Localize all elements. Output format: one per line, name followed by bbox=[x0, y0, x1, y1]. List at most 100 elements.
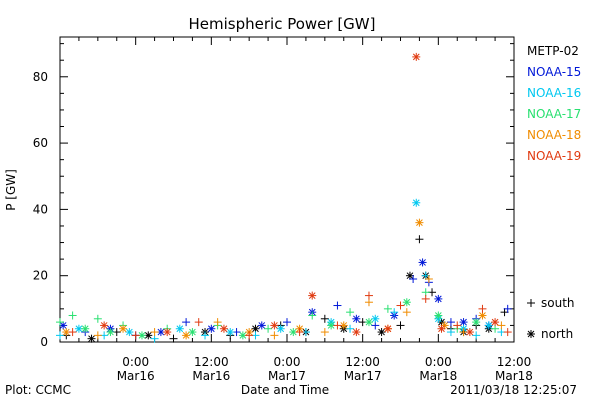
data-point-noaa-19 bbox=[68, 328, 77, 337]
marker-legend: south north bbox=[527, 296, 575, 341]
x-tick-label-time: 0:00 bbox=[425, 355, 452, 369]
data-point-noaa-19 bbox=[465, 328, 474, 337]
data-point-noaa-17 bbox=[364, 318, 373, 327]
data-point-noaa-15 bbox=[503, 304, 512, 313]
data-point-noaa-19 bbox=[295, 328, 304, 337]
data-point-noaa-18 bbox=[497, 321, 506, 330]
data-point-noaa-19 bbox=[270, 321, 279, 330]
y-axis: 0 20 40 60 80 bbox=[33, 43, 514, 349]
data-point-noaa-19 bbox=[421, 294, 430, 303]
data-point-noaa-17 bbox=[56, 318, 64, 327]
data-point-noaa-18 bbox=[415, 218, 424, 227]
x-tick-label-date: Mar16 bbox=[117, 369, 155, 383]
data-point-noaa-19 bbox=[364, 291, 373, 300]
y-tick-label: 60 bbox=[33, 136, 48, 150]
marker-legend-label: north bbox=[541, 327, 573, 341]
series-legend: METP-02 NOAA-15 NOAA-16 NOAA-17 NOAA-18 NOAA-… bbox=[527, 44, 581, 163]
data-point-noaa-16 bbox=[346, 324, 355, 333]
data-point-noaa-16 bbox=[276, 324, 285, 333]
legend-entry: NOAA-19 bbox=[527, 149, 581, 163]
data-point-noaa-17 bbox=[93, 314, 102, 323]
plot-timestamp: 2011/03/18 12:25:07 bbox=[450, 383, 577, 397]
data-point-noaa-15 bbox=[409, 275, 418, 284]
x-tick-label-time: 12:00 bbox=[497, 355, 532, 369]
data-point-noaa-15 bbox=[207, 324, 216, 333]
legend-entry: NOAA-16 bbox=[527, 86, 581, 100]
data-point-noaa-15 bbox=[257, 321, 266, 330]
data-point-noaa-19 bbox=[163, 328, 172, 337]
data-points bbox=[56, 52, 512, 343]
data-point-noaa-19 bbox=[412, 52, 421, 61]
data-point-noaa-15 bbox=[283, 318, 291, 327]
data-point-noaa-19 bbox=[308, 291, 317, 300]
data-point-noaa-17 bbox=[383, 304, 392, 313]
marker-legend-entry: south bbox=[527, 296, 575, 310]
data-point-noaa-18 bbox=[270, 331, 279, 340]
data-point-metp-02 bbox=[396, 321, 405, 330]
data-point-noaa-17 bbox=[106, 328, 115, 337]
data-point-noaa-15 bbox=[434, 294, 443, 303]
plot-border bbox=[59, 36, 515, 343]
data-point-noaa-18 bbox=[93, 331, 102, 340]
x-tick-label-date: Mar16 bbox=[192, 369, 230, 383]
x-tick-label-date: Mar17 bbox=[268, 369, 306, 383]
data-point-metp-02 bbox=[87, 334, 96, 343]
data-point-noaa-17 bbox=[472, 318, 481, 327]
data-point-noaa-15 bbox=[352, 314, 361, 323]
legend-entry: METP-02 bbox=[527, 44, 579, 58]
data-point-noaa-18 bbox=[339, 321, 348, 330]
data-point-noaa-16 bbox=[175, 324, 184, 333]
data-point-noaa-19 bbox=[453, 321, 462, 330]
y-tick-label: 0 bbox=[40, 335, 48, 349]
x-axis: 0:00Mar1612:00Mar160:00Mar1712:00Mar170:… bbox=[59, 37, 533, 383]
data-point-noaa-16 bbox=[201, 331, 210, 340]
data-point-noaa-16 bbox=[446, 328, 455, 337]
data-point-noaa-19 bbox=[437, 324, 446, 333]
x-tick-label-date: Mar18 bbox=[419, 369, 457, 383]
data-point-noaa-15 bbox=[459, 318, 468, 327]
plot-credit: Plot: CCMC bbox=[5, 383, 71, 397]
legend-entry: NOAA-18 bbox=[527, 128, 581, 142]
x-tick-label-time: 12:00 bbox=[345, 355, 380, 369]
data-point-metp-02 bbox=[377, 328, 386, 337]
y-axis-label: P [GW] bbox=[4, 169, 18, 211]
data-point-noaa-16 bbox=[412, 198, 421, 207]
data-point-noaa-16 bbox=[484, 321, 493, 330]
legend-entry: NOAA-17 bbox=[527, 107, 581, 121]
data-point-noaa-17 bbox=[188, 328, 197, 337]
data-point-noaa-19 bbox=[100, 321, 109, 330]
data-point-noaa-16 bbox=[226, 328, 235, 337]
data-point-noaa-17 bbox=[402, 298, 411, 307]
data-point-noaa-16 bbox=[371, 314, 380, 323]
marker-legend-label: south bbox=[541, 296, 575, 310]
x-tick-label-time: 0:00 bbox=[274, 355, 301, 369]
x-axis-label: Date and Time bbox=[241, 383, 329, 397]
marker-legend-entry: north bbox=[527, 327, 573, 341]
data-point-noaa-19 bbox=[503, 328, 512, 337]
data-point-noaa-17 bbox=[81, 324, 90, 333]
chart-title: Hemispheric Power [GW] bbox=[189, 15, 376, 33]
data-point-noaa-17 bbox=[238, 331, 247, 340]
data-point-metp-02 bbox=[415, 235, 424, 244]
data-point-noaa-17 bbox=[264, 324, 273, 333]
data-point-noaa-19 bbox=[194, 318, 203, 327]
plot-frame bbox=[59, 36, 515, 343]
data-point-metp-02 bbox=[169, 334, 178, 343]
data-point-noaa-18 bbox=[150, 328, 159, 337]
data-point-noaa-17 bbox=[434, 311, 443, 320]
data-point-noaa-18 bbox=[213, 318, 222, 327]
data-point-noaa-19 bbox=[396, 301, 405, 310]
data-point-noaa-16 bbox=[390, 308, 399, 317]
data-point-noaa-19 bbox=[219, 324, 228, 333]
x-tick-label-time: 12:00 bbox=[194, 355, 229, 369]
data-point-noaa-19 bbox=[333, 321, 342, 330]
data-point-noaa-18 bbox=[320, 328, 329, 337]
x-tick-label-date: Mar17 bbox=[344, 369, 382, 383]
x-tick-label-date: Mar18 bbox=[495, 369, 533, 383]
data-point-noaa-17 bbox=[308, 311, 317, 320]
y-tick-label: 40 bbox=[33, 202, 48, 216]
data-point-noaa-19 bbox=[383, 324, 392, 333]
data-point-noaa-18 bbox=[182, 331, 191, 340]
